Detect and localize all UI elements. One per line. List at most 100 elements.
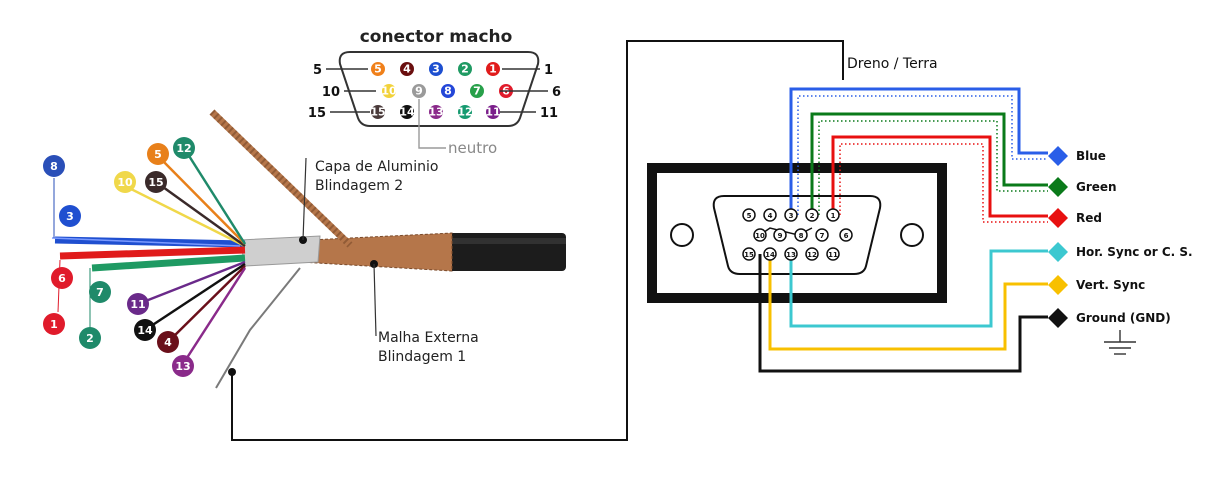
db15-pin-11: 11 [826, 247, 840, 261]
connector-pin-14: 14 [399, 105, 415, 119]
connector-pin-label: 5 [374, 63, 382, 76]
signal-red: Red [1048, 208, 1102, 228]
male-connector-diagram: conector macho 5 4 3 2 1 10 9 8 7 6 15 14 13 12 11 5 1… [308, 27, 561, 157]
db15-pin-label: 14 [765, 251, 775, 259]
connector-pin-label: 15 [370, 106, 385, 119]
db15-pin-label: 5 [747, 212, 752, 220]
wire-badge-10: 10 [114, 171, 136, 193]
wire-purple [137, 260, 246, 306]
db15-pin-15: 15 [742, 247, 756, 261]
neutro-leader [418, 99, 446, 149]
wire-badge-label: 5 [154, 148, 162, 161]
wire-badge-label: 10 [117, 176, 133, 189]
db15-pin-label: 13 [786, 251, 796, 259]
wire-badge-label: 7 [96, 286, 104, 299]
db15-pin-label: 12 [807, 251, 817, 259]
wire-green-coax [91, 254, 246, 272]
signal-label: Hor. Sync or C. S. [1076, 245, 1193, 259]
wire-gnd [758, 254, 1048, 373]
signal-legend: Blue Green Red Hor. Sync or C. S. Vert. Sync… [1048, 146, 1193, 328]
db15-pin-13: 13 [784, 247, 798, 261]
signal-label: Red [1076, 211, 1102, 225]
signal-label: Vert. Sync [1076, 278, 1145, 292]
wire-badge-2: 2 [79, 327, 101, 349]
signal-ground-gnd-: Ground (GND) [1048, 308, 1171, 328]
db15-pin-label: 10 [755, 232, 765, 240]
label-foil-line2: Blindagem 2 [315, 178, 403, 194]
db15-pin-1: 1 [826, 208, 840, 222]
wire-badge-label: 1 [50, 318, 58, 331]
db15-pins: 5 4 3 2 1 10 9 8 7 6 15 14 13 12 11 [742, 208, 853, 261]
db15-pin-label: 7 [820, 232, 825, 240]
connector-pin-label: 7 [473, 85, 481, 98]
connector-shell [338, 51, 540, 127]
wire-badge-4: 4 [157, 331, 179, 353]
db15-pin-10: 10 [753, 228, 767, 242]
db15-pin-3: 3 [784, 208, 798, 222]
wire-hsync [789, 249, 1048, 328]
db15-wiring-diagram: 5 4 3 2 1 10 9 8 7 6 15 14 13 12 11 Blue Green Red Hor. S… [647, 87, 1193, 373]
wire-badge-label: 11 [130, 298, 145, 311]
wire-badge-6: 6 [51, 267, 73, 289]
wire-number-badges: 8 3 6 1 7 2 10 15 5 12 11 14 413 [43, 137, 195, 377]
connector-pin-label: 11 [485, 106, 500, 119]
diamond-icon [1048, 208, 1068, 228]
connector-pin-2: 2 [458, 62, 472, 76]
side-num-5: 5 [313, 63, 322, 78]
db15-pin-label: 6 [844, 232, 849, 240]
wire-black [144, 262, 246, 332]
db15-pin-label: 4 [768, 212, 773, 220]
wire-badge-label: 14 [137, 324, 153, 337]
connector-title: conector macho [360, 27, 513, 47]
mount-hole-left [670, 223, 694, 247]
side-num-10: 10 [322, 85, 340, 100]
connector-pins: 5 4 3 2 110 9 8 7 615 14 13 12 11 [370, 62, 513, 119]
wire-badge-1: 1 [43, 313, 65, 335]
signal-green: Green [1048, 177, 1117, 197]
db15-pin-4: 4 [763, 208, 777, 222]
wire-badge-label: 15 [148, 176, 163, 189]
connector-pin-3: 3 [429, 62, 443, 76]
connector-pin-label: 14 [399, 106, 415, 119]
diamond-icon [1048, 242, 1068, 262]
braided-shield [300, 233, 452, 271]
label-braid-line2: Blindagem 1 [378, 349, 466, 365]
connector-pin-label: 2 [461, 63, 469, 76]
ground-symbol-icon [1104, 330, 1136, 355]
db15-pin-2: 2 [805, 208, 819, 222]
signal-label: Blue [1076, 149, 1106, 163]
signal-label: Green [1076, 180, 1117, 194]
db15-pin-7: 7 [815, 228, 829, 242]
db15-pin-14: 14 [763, 247, 777, 261]
mount-hole-right [900, 223, 924, 247]
db15-pin-6: 6 [839, 228, 853, 242]
signal-label: Ground (GND) [1076, 311, 1171, 325]
db15-pin-8: 8 [794, 228, 808, 242]
db15-pin-label: 1 [831, 212, 836, 220]
connector-pin-label: 8 [444, 85, 452, 98]
wire-badge-15: 15 [145, 171, 167, 193]
connector-pin-11: 11 [485, 105, 501, 119]
connector-pin-label: 10 [381, 85, 397, 98]
wire-green [810, 112, 1048, 215]
wire-badge-label: 12 [176, 142, 191, 155]
wire-red [831, 135, 1048, 218]
wire-yellow [124, 184, 246, 248]
dreno-label: Dreno / Terra [847, 56, 938, 72]
diamond-icon [1048, 177, 1068, 197]
wire-badge-label: 8 [50, 160, 58, 173]
connector-pin-label: 13 [428, 106, 443, 119]
db15-pin-label: 15 [744, 251, 754, 259]
wire-red-coax [59, 246, 246, 260]
wire-vsync [768, 254, 1048, 351]
connector-pin-9: 9 [412, 84, 426, 98]
drain-wire [215, 267, 301, 389]
side-num-15: 15 [308, 106, 326, 121]
connector-pin-1: 1 [486, 62, 500, 76]
wire-darkred [167, 265, 246, 343]
drain-connection-line [231, 40, 844, 441]
db15-pin-label: 9 [778, 232, 783, 240]
wire-badge-5: 5 [147, 143, 169, 165]
connector-pin-7: 7 [470, 84, 484, 98]
